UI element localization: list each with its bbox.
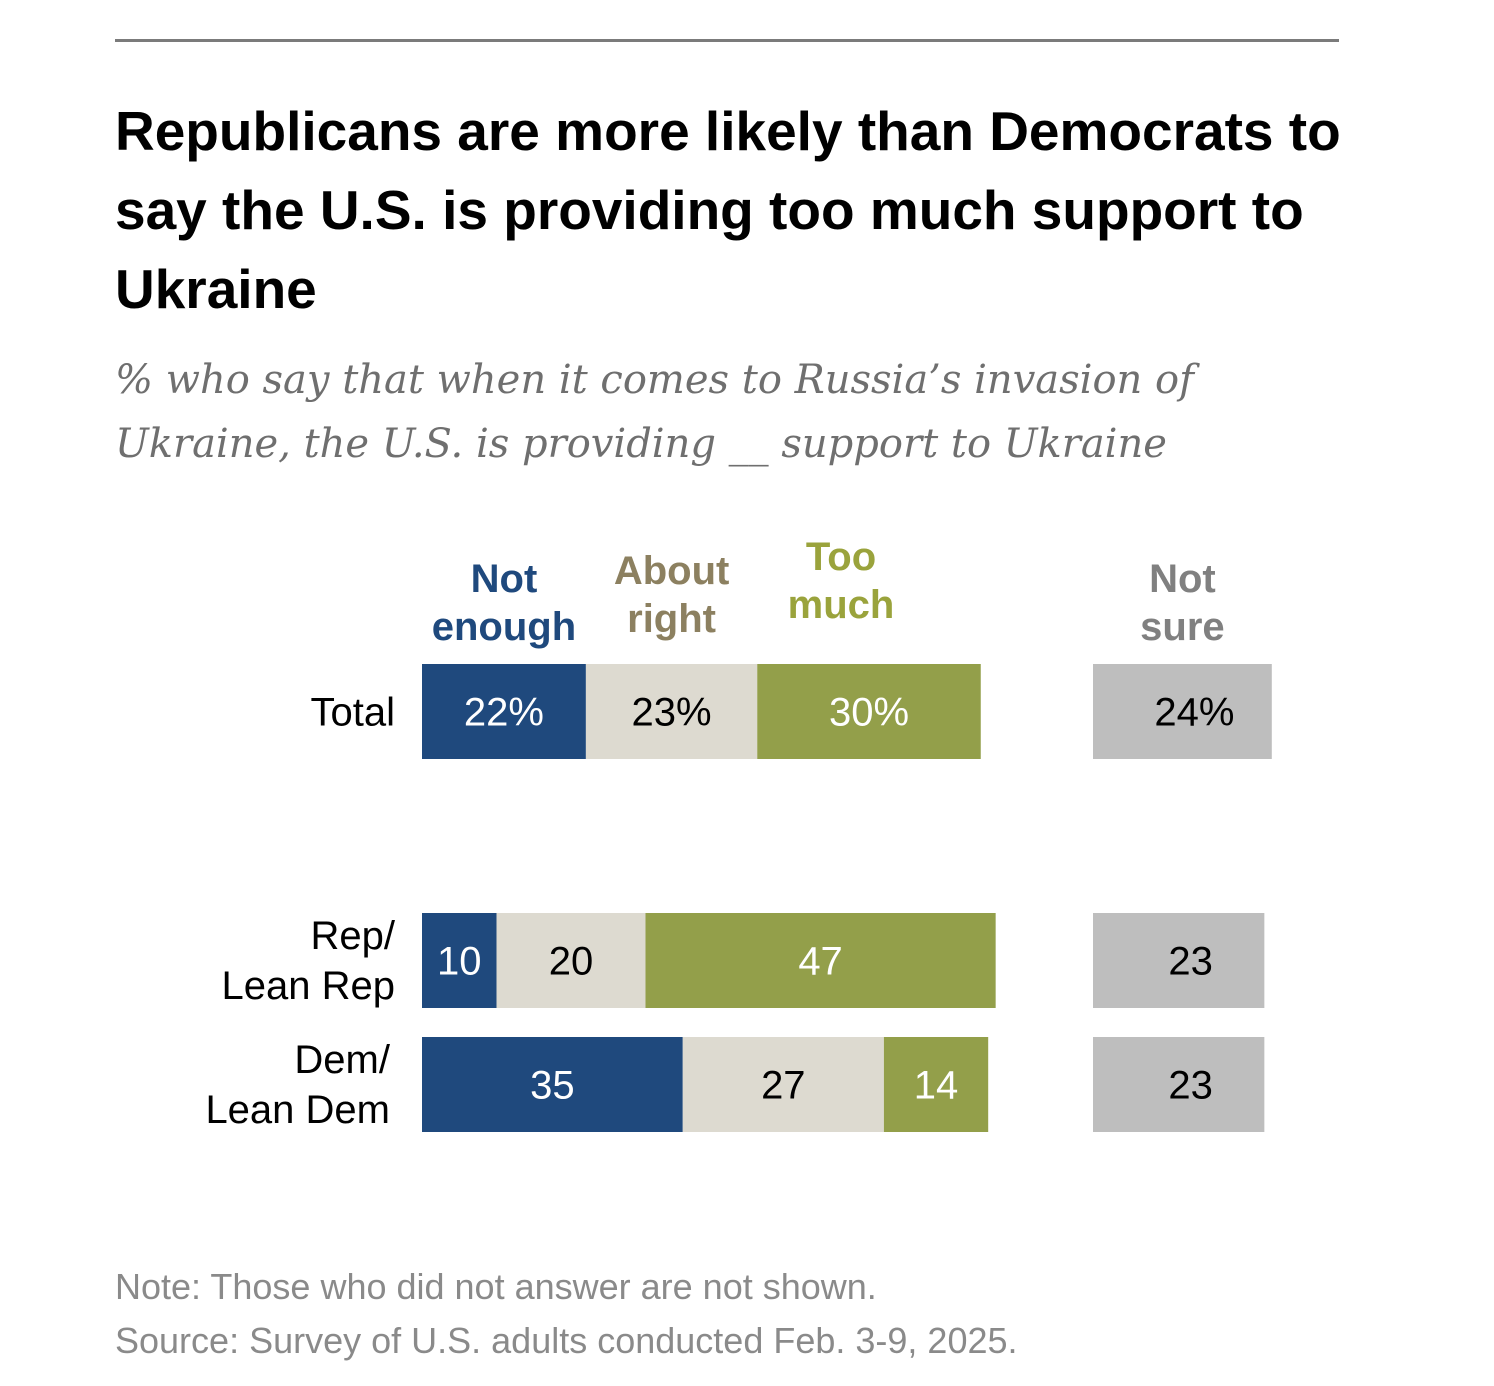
data-label: 22% <box>464 691 544 735</box>
bar-not-sure <box>1093 913 1265 1008</box>
category-label: Total <box>311 691 396 735</box>
data-label: 14 <box>914 1064 959 1108</box>
bar-not-sure <box>1093 664 1272 759</box>
chart-subtitle: % who say that when it comes to Russia’s… <box>115 357 1194 467</box>
chart-title: Republicans are more likely than Democra… <box>115 100 1341 320</box>
bar-too-much <box>757 664 981 759</box>
bar-not-enough <box>422 913 497 1008</box>
data-label: 24% <box>1154 691 1234 735</box>
legend-label-about-right: About <box>614 549 730 593</box>
legend-label-about-right: right <box>627 597 716 641</box>
data-label: 10 <box>437 940 482 984</box>
bar-not-enough <box>422 1037 683 1132</box>
data-label: 23% <box>632 691 712 735</box>
bar-about-right <box>682 1037 884 1132</box>
bar-too-much <box>883 1037 989 1132</box>
bar-not-sure <box>1093 1037 1265 1132</box>
bar-about-right <box>496 913 646 1008</box>
data-label: 35 <box>530 1064 575 1108</box>
category-label: Lean Rep <box>222 964 395 1008</box>
data-label: 27 <box>761 1064 806 1108</box>
top-rule <box>115 39 1339 42</box>
data-label: 20 <box>549 940 594 984</box>
data-label: 23 <box>1168 1064 1213 1108</box>
legend-label-not-sure: sure <box>1140 605 1225 649</box>
chart-source: Source: Survey of U.S. adults conducted … <box>115 1320 1018 1361</box>
data-label: 30% <box>829 691 909 735</box>
category-label: Dem/ <box>294 1038 390 1082</box>
legend-label-too-much: much <box>788 583 895 627</box>
bar-about-right <box>585 664 758 759</box>
data-label: 23 <box>1168 940 1213 984</box>
legend-label-not-enough: enough <box>432 605 576 649</box>
data-label: 47 <box>798 940 843 984</box>
category-label: Lean Dem <box>205 1088 390 1132</box>
bar-too-much <box>645 913 996 1008</box>
chart-note: Note: Those who did not answer are not s… <box>115 1266 877 1307</box>
bar-not-enough <box>422 664 586 759</box>
legend-label-too-much: Too <box>806 535 876 579</box>
legend-label-not-sure: Not <box>1149 557 1216 601</box>
category-label: Rep/ <box>311 914 396 958</box>
legend-label-not-enough: Not <box>471 557 538 601</box>
